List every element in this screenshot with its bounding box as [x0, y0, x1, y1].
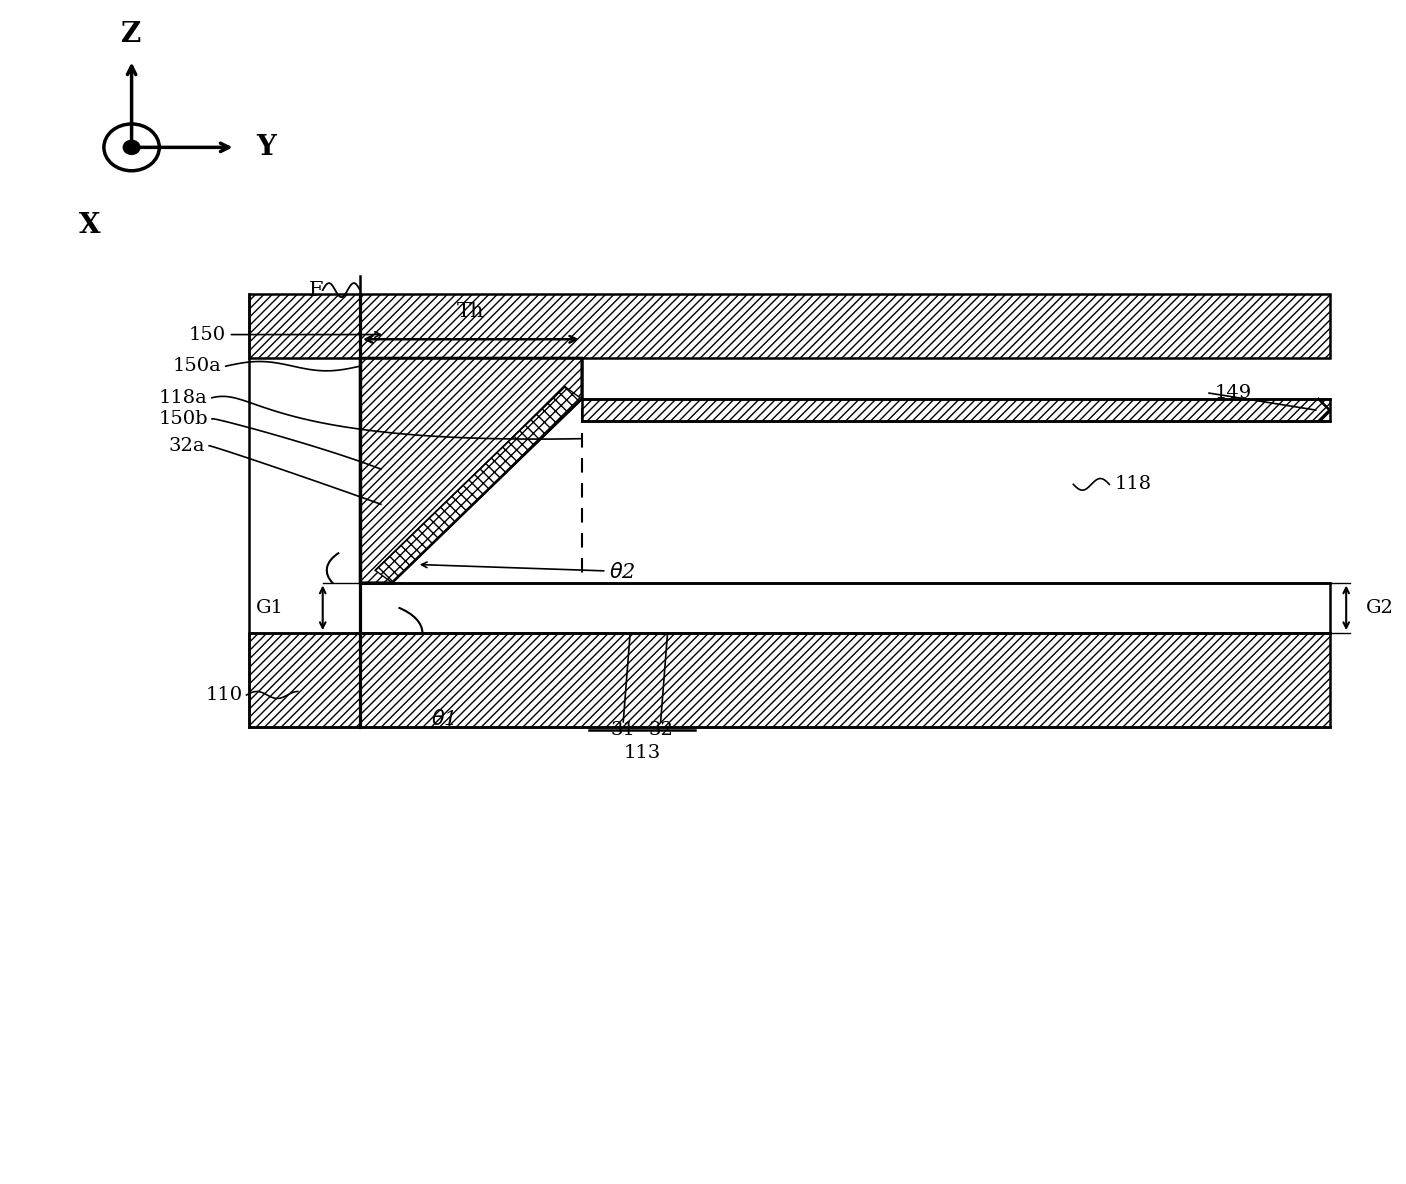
Text: F: F: [309, 281, 323, 300]
Text: G2: G2: [1365, 599, 1393, 617]
Text: 32: 32: [648, 721, 673, 739]
Polygon shape: [360, 358, 582, 583]
Text: 149: 149: [1215, 384, 1251, 403]
Text: 118a: 118a: [159, 388, 208, 407]
Text: 31: 31: [610, 721, 636, 739]
Text: Z: Z: [121, 21, 142, 47]
Polygon shape: [249, 633, 1330, 727]
Polygon shape: [375, 387, 582, 583]
Text: 150a: 150a: [173, 358, 222, 375]
Polygon shape: [582, 399, 1330, 422]
Text: G1: G1: [256, 599, 284, 617]
Text: 150b: 150b: [157, 410, 208, 427]
Text: $\theta$1: $\theta$1: [432, 709, 456, 729]
Text: X: X: [79, 212, 101, 239]
Text: 150: 150: [188, 326, 226, 343]
Text: 118: 118: [1115, 475, 1152, 494]
Text: 110: 110: [205, 686, 242, 704]
Polygon shape: [249, 294, 1330, 358]
Text: $\theta$2: $\theta$2: [609, 562, 637, 583]
Text: Y: Y: [256, 134, 276, 161]
Text: 32a: 32a: [169, 437, 205, 455]
Polygon shape: [360, 583, 1330, 633]
Circle shape: [124, 141, 141, 154]
Text: Th: Th: [457, 302, 485, 321]
Text: 113: 113: [623, 744, 661, 762]
